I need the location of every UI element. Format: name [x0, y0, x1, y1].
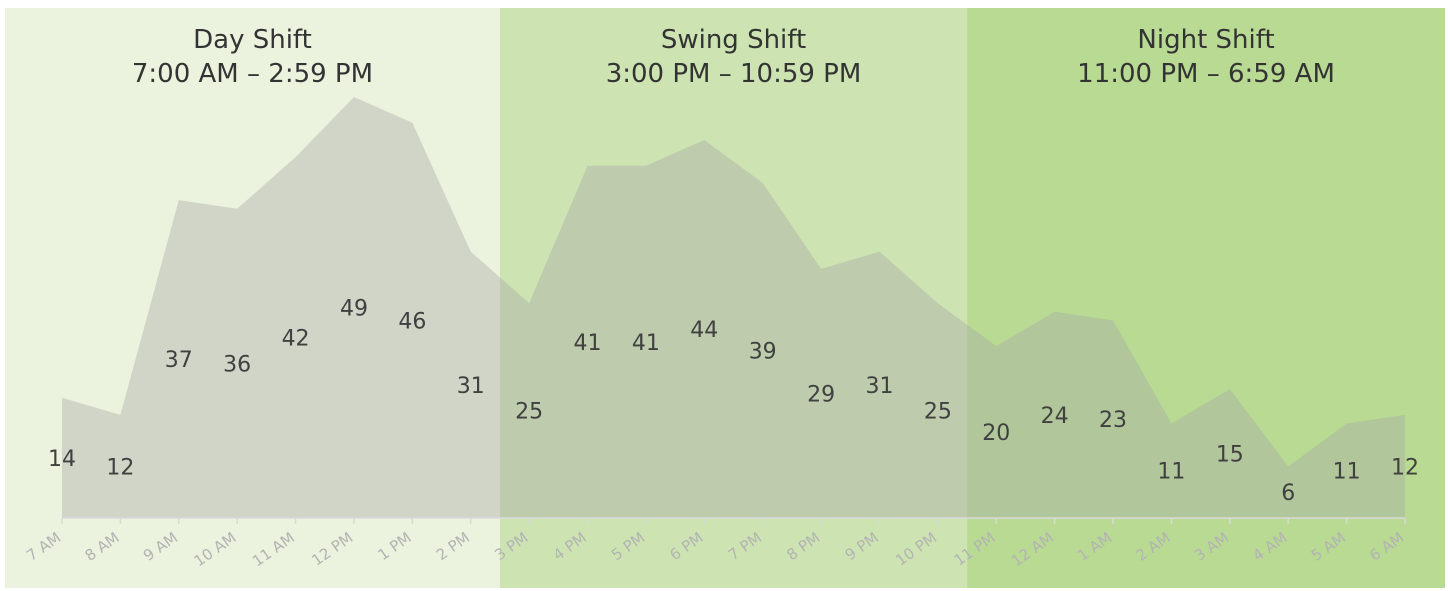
data-label: 12: [1391, 455, 1419, 480]
band-title-night: Night Shift: [1137, 25, 1274, 55]
data-label: 31: [457, 374, 485, 399]
band-subtitle-swing: 3:00 PM – 10:59 PM: [606, 59, 862, 89]
band-day: [5, 8, 500, 588]
data-label: 31: [865, 374, 893, 399]
data-label: 41: [632, 331, 660, 356]
band-swing: [499, 8, 968, 588]
area-series: [62, 97, 1405, 518]
data-label: 25: [924, 400, 952, 425]
data-label: 25: [515, 400, 543, 425]
shift-bands: [5, 8, 1445, 588]
data-label: 24: [1041, 404, 1069, 429]
data-labels: 14 12 37 36 42 49 46 31 25 41 41 44 39 29 31 25 20 24 23 11…: [48, 297, 1419, 507]
band-subtitle-night: 11:00 PM – 6:59 AM: [1077, 59, 1335, 89]
band-subtitle-day: 7:00 AM – 2:59 PM: [132, 59, 373, 89]
data-label: 15: [1216, 443, 1244, 468]
data-label: 49: [340, 297, 368, 322]
data-label: 39: [749, 339, 777, 364]
data-label: 14: [48, 447, 76, 472]
data-label: 11: [1333, 460, 1361, 485]
data-label: 12: [106, 455, 134, 480]
data-label: 46: [398, 309, 426, 334]
band-title-day: Day Shift: [193, 25, 312, 55]
data-label: 23: [1099, 408, 1127, 433]
data-label: 11: [1157, 460, 1185, 485]
data-label: 44: [690, 318, 718, 343]
data-label: 29: [807, 382, 835, 407]
data-label: 37: [165, 348, 193, 373]
data-label: 20: [982, 421, 1010, 446]
data-label: 36: [223, 352, 251, 377]
band-title-swing: Swing Shift: [661, 25, 806, 55]
shift-titles: Day Shift 7:00 AM – 2:59 PM Swing Shift 3:0…: [132, 25, 1335, 89]
data-label: 41: [574, 331, 602, 356]
data-label: 6: [1281, 481, 1295, 506]
data-label: 42: [282, 327, 310, 352]
band-night: [967, 8, 1445, 588]
